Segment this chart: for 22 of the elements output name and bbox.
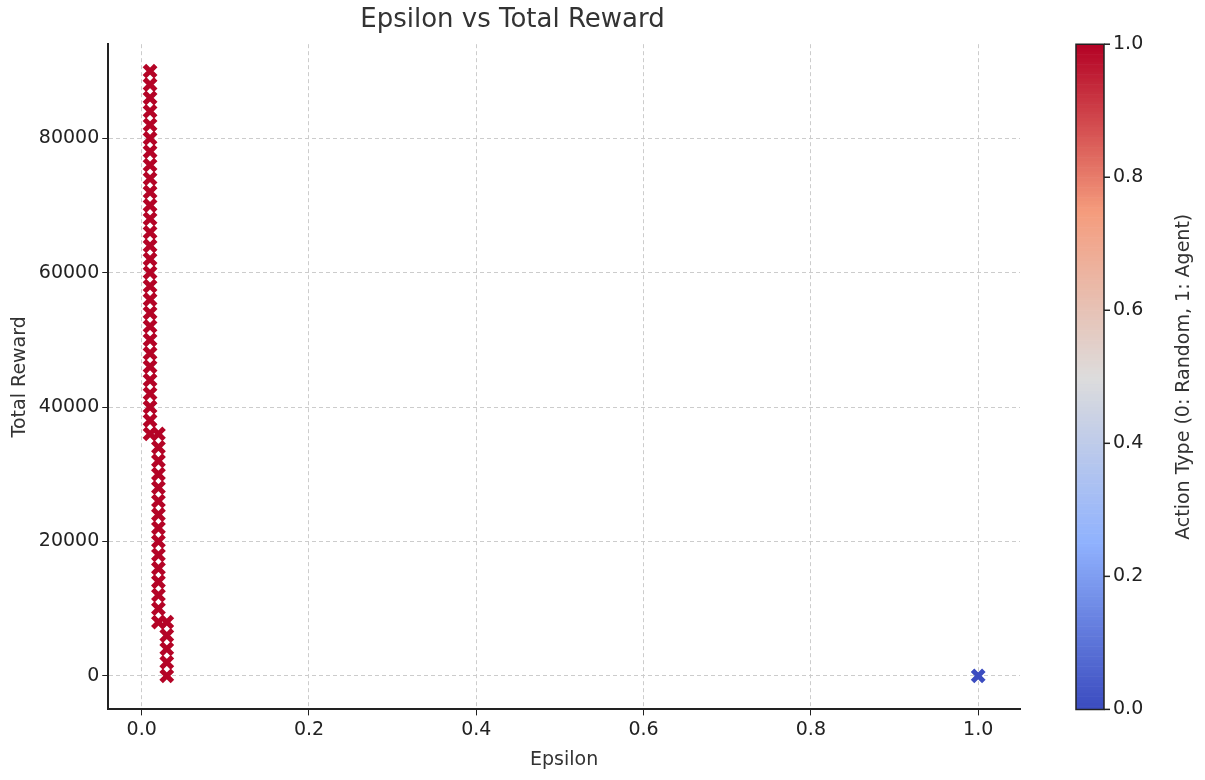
x-tick-label: 1.0 <box>963 716 994 739</box>
color-bar-title: Action Type (0: Random, 1: Agent) <box>1170 213 1193 540</box>
x-tick-label: 0.2 <box>293 716 325 739</box>
color-bar-label: 0.6 <box>1113 297 1144 320</box>
point <box>970 667 987 684</box>
color-bar-label: 0.8 <box>1113 164 1144 187</box>
y-tick-label: 80000 <box>38 125 100 148</box>
y-axis-title: Total Reward <box>7 316 30 439</box>
color-bar-label: 0.4 <box>1113 430 1144 453</box>
color-bar-label: 1.0 <box>1113 31 1144 54</box>
x-axis-title: Epsilon <box>530 746 599 769</box>
y-tick-label: 20000 <box>38 528 100 551</box>
color-bar-label: 0.2 <box>1113 563 1144 586</box>
x-tick-label: 0.4 <box>461 716 492 739</box>
x-tick-label: 0.8 <box>795 716 826 739</box>
y-tick-label: 40000 <box>38 393 100 416</box>
y-tick-label: 0 <box>87 662 100 685</box>
y-tick-label: 60000 <box>38 259 100 282</box>
color-bar-label: 0.0 <box>1113 696 1144 719</box>
chart-title: Epsilon vs Total Reward <box>360 3 665 34</box>
x-tick-label: 0.0 <box>126 716 157 739</box>
x-tick-label: 0.6 <box>628 716 659 739</box>
